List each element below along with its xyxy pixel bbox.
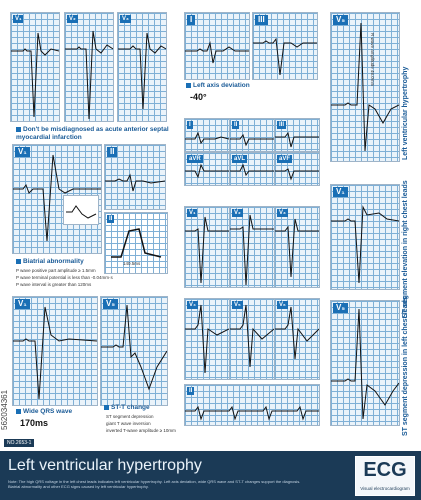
ecg-panel-iii-axis: III xyxy=(252,12,318,80)
lead-label: II xyxy=(107,147,118,157)
ecg-lead-ii: II xyxy=(229,118,275,152)
logo-text: ECG xyxy=(363,459,407,481)
ecg-lead-v6: V₆ xyxy=(274,298,320,380)
ecg-panel-v1-top: V₁ xyxy=(10,12,60,122)
lead-label: V₅ xyxy=(333,15,349,25)
lead-label: V₂ xyxy=(67,15,78,23)
misdiagnosed-caption: Don't be misdiagnosed as acute anterior … xyxy=(16,126,169,141)
ecg-panel-v1-wide-qrs: V₁ xyxy=(12,296,98,406)
lead-label: aVF xyxy=(277,155,293,163)
ecg-rhythm-strip-ii: II xyxy=(184,384,320,426)
ecg-lead-avf: aVF xyxy=(274,152,320,186)
bullet-square-icon xyxy=(16,258,21,264)
lead-label: V₅ xyxy=(232,301,243,309)
p-duration-label: 140.5ms xyxy=(123,261,141,266)
st-t-caption: ST-T change xyxy=(104,404,150,412)
lead-label: II xyxy=(107,215,115,223)
ecg-lead-avl: aVL xyxy=(229,152,275,186)
ecg-panel-v1-biatrial: V₁ xyxy=(12,144,102,254)
lead-label: I xyxy=(187,15,196,25)
lead-label: aVL xyxy=(232,155,248,163)
ecg-panel-v5-lvh: V₅ R wave amplitude 46.0mm xyxy=(330,12,400,162)
axis-value: -40° xyxy=(190,92,207,102)
st-depression-vertical-caption: ST segment depression in left chest lead… xyxy=(402,296,409,436)
logo-subtitle: Visual electrocardiogram xyxy=(360,486,410,491)
r-amplitude-note: R wave amplitude 46.0mm xyxy=(370,33,375,87)
lead-label: III xyxy=(255,15,268,25)
ecg-lead-v4: V₄ xyxy=(184,298,230,380)
lead-label: V₁ xyxy=(333,187,348,197)
biatrial-note-1: P wave positive part amplitude ≥ 1.5mm xyxy=(16,268,96,273)
biatrial-note-3: P wave interval is greater than 120ms xyxy=(16,282,92,287)
bullet-square-icon xyxy=(16,126,21,132)
ecg-panel-v3-top: V₃ xyxy=(117,12,167,122)
ecg-panel-v5-st-t: V₅ xyxy=(100,296,168,406)
lvh-vertical-caption: Left ventricular hypertrophy xyxy=(402,66,409,160)
lead-label: V₆ xyxy=(277,301,288,309)
bullet-square-icon xyxy=(16,408,21,414)
lead-label: V₁ xyxy=(187,209,198,217)
biatrial-note-2: P wave terminal potential is less than -… xyxy=(16,275,113,280)
wide-qrs-caption: Wide QRS wave xyxy=(16,408,72,416)
ecg-logo: ECG Visual electrocardiogram xyxy=(355,456,415,496)
ecg-lead-avr: aVR xyxy=(184,152,230,186)
lead-label: V₃ xyxy=(277,209,288,217)
watermark-id: 562034361 xyxy=(0,389,9,430)
lead-label: V₁ xyxy=(13,15,24,23)
qrs-duration-value: 170ms xyxy=(20,418,49,428)
lead-label: V₁ xyxy=(15,299,30,309)
lead-label: I xyxy=(187,121,193,129)
lead-label: aVR xyxy=(187,155,203,163)
ecg-lead-i: I xyxy=(184,118,230,152)
lead-label: V₂ xyxy=(232,209,243,217)
biatrial-caption: Biatrial abnormality xyxy=(16,258,84,266)
bullet-square-icon xyxy=(186,82,191,88)
ecg-lead-v3: V₃ xyxy=(274,206,320,288)
ecg-panel-v5-st-depression: V₅ xyxy=(330,300,400,426)
ecg-panel-i-axis: I xyxy=(184,12,250,80)
ecg-panel-ii-pwave-zoom: II 140.5ms xyxy=(104,212,168,274)
ecg-panel-v1-st-elevation: V₁ xyxy=(330,184,400,290)
ecg-lead-iii: III xyxy=(274,118,320,152)
lead-label: II xyxy=(232,121,240,129)
ecg-panel-v2-top: V₂ xyxy=(64,12,114,122)
footer-fine-print: Note: The high QRS voltage in the left c… xyxy=(8,479,301,489)
lead-label: V₃ xyxy=(120,15,131,23)
lead-label: III xyxy=(277,121,287,129)
lead-label: V₅ xyxy=(333,303,349,313)
st-t-note-2: giant T wave inversion xyxy=(106,421,151,426)
lead-label: V₅ xyxy=(103,299,119,309)
left-axis-caption: Left axis deviation xyxy=(186,82,250,90)
ecg-lead-v5: V₅ xyxy=(229,298,275,380)
bullet-square-icon xyxy=(104,404,109,410)
p-wave-inset xyxy=(63,195,99,225)
ecg-lead-v2: V₂ xyxy=(229,206,275,288)
st-t-note-3: inverted T-wave amplitude ≥ 10mm xyxy=(106,428,176,433)
ecg-lead-v1: V₁ xyxy=(184,206,230,288)
lead-label: II xyxy=(187,387,195,395)
lead-label: V₄ xyxy=(187,301,198,309)
figure-id: NO.2653-1 xyxy=(4,439,35,447)
st-t-note-1: ST segment depression xyxy=(106,414,154,419)
ecg-panel-ii-small: II xyxy=(104,144,166,210)
footer-title: Left ventricular hypertrophy xyxy=(8,457,202,474)
lead-label: V₁ xyxy=(15,147,30,157)
footer-bar: NO.2653-1 Left ventricular hypertrophy N… xyxy=(0,439,421,500)
